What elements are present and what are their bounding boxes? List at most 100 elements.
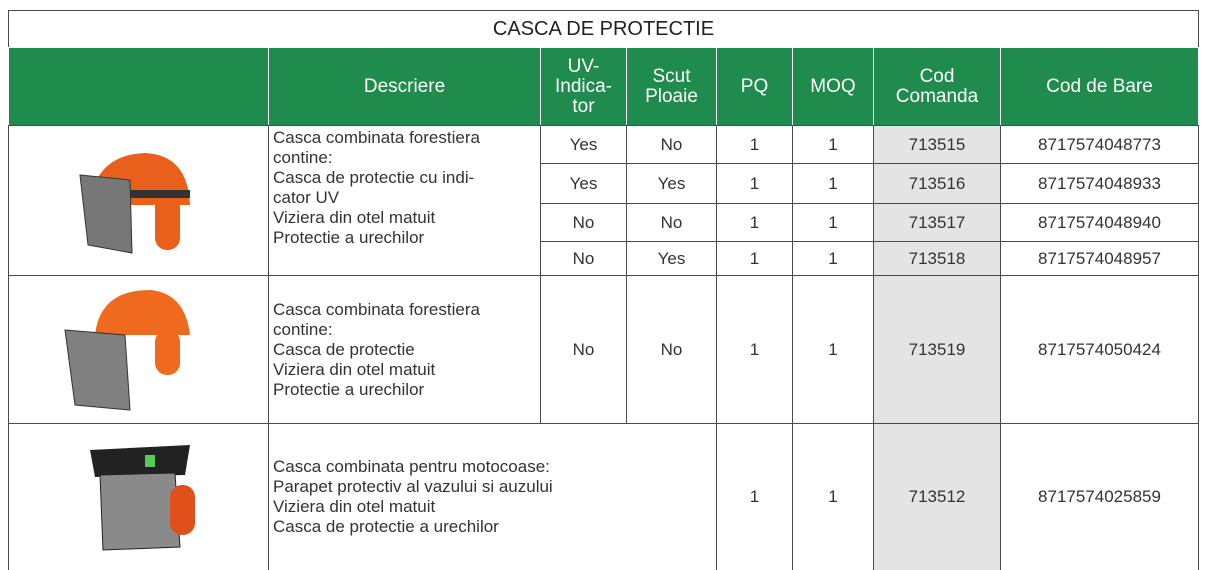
data-cell: 8717574048773 [1000,125,1199,164]
cell-text: No [572,248,595,268]
data-cell: 713517 [873,203,1001,242]
cell-text: No [572,212,595,232]
data-cell: 1 [792,163,874,204]
cell-text: 713518 [908,248,966,268]
data-cell: Yes [626,241,717,276]
cell-text: Casca combinata pentru motocoase: [273,457,550,476]
cell-text: PQ [740,75,769,97]
cell-text: No [660,212,683,232]
cell-text: 1 [749,173,760,193]
cell-text: 713517 [908,212,966,232]
cell-text: Yes [569,134,598,154]
cell-text: Protectie a urechilor [273,228,425,247]
cell-text: 1 [828,134,838,154]
cell-text: Comanda [895,85,979,107]
cell-text: UV- [567,55,600,77]
header-cell: PQ [716,47,793,126]
data-cell: Yes [540,163,627,204]
description-cell: Casca combinata forestiera contine: Casca … [268,125,541,276]
cell-text: Scut [652,65,691,87]
cell-text: 1 [828,212,838,232]
cell-text: Viziera din otel matuit [273,359,436,379]
data-cell: 1 [716,423,793,570]
cell-text: 713512 [908,487,966,506]
cell-text: 1 [749,487,760,506]
data-cell: 1 [792,275,874,424]
cell-text: 713516 [908,173,966,193]
cell-text: Yes [657,173,686,193]
data-cell: 8717574025859 [1000,423,1199,570]
cell-text: Casca de protectie a urechilor [273,517,499,536]
cell-text: 1 [828,248,838,268]
cell-text: Casca de protectie cu indi- [273,168,475,187]
cell-text: 713519 [908,339,966,359]
cell-text: 713515 [908,134,966,154]
cell-text: 8717574048933 [1038,173,1161,193]
cell-text: No [660,134,683,154]
cell-text: 1 [749,339,760,359]
data-cell: 8717574048940 [1000,203,1199,242]
cell-text: MOQ [810,75,856,97]
cell-text: Yes [569,173,598,193]
data-cell: 713516 [873,163,1001,204]
cell-text: 8717574050424 [1038,339,1161,359]
cell-text: Viziera din otel matuit [273,208,436,227]
data-cell: No [540,275,627,424]
cell-text: 8717574048957 [1038,248,1161,268]
description-cell: Casca combinata pentru motocoase: Parapet… [268,423,717,570]
cell-text: 1 [828,173,838,193]
data-cell: No [626,275,717,424]
header-cell: Cod Comanda [873,47,1001,126]
data-cell: 8717574050424 [1000,275,1199,424]
data-cell: Yes [540,125,627,164]
cell-text: No [572,339,595,359]
data-cell: No [626,203,717,242]
table-title: CASCA DE PROTECTIE [8,10,1199,48]
data-cell: 8717574048957 [1000,241,1199,276]
data-cell: 713512 [873,423,1001,570]
data-cell: 1 [716,203,793,242]
header-cell: Descriere [268,47,541,126]
data-cell: 1 [716,241,793,276]
cell-text: 8717574048940 [1038,212,1161,232]
helmet-image [64,290,190,411]
description-cell: Casca combinata forestiera contine: Casca … [268,275,541,424]
cell-text: Cod de Bare [1046,75,1153,97]
cell-text: 8717574048773 [1038,134,1161,154]
cell-text: CASCA DE PROTECTIE [492,18,715,40]
header-cell: Scut Ploaie [626,47,717,126]
cell-text: 1 [828,487,838,506]
cell-text: 1 [749,212,760,232]
cell-text: Cod [919,65,955,87]
cell-text: tor [572,95,595,117]
cell-text: Indica- [554,75,613,97]
helmet-image [79,153,190,254]
data-cell: No [626,125,717,164]
cell-text: 1 [749,248,760,268]
data-cell: 713515 [873,125,1001,164]
helmet-image [90,445,195,551]
cell-text: 8717574025859 [1038,487,1161,506]
data-cell: Yes [626,163,717,204]
data-cell: 1 [792,241,874,276]
cell-text: Yes [657,248,686,268]
cell-text: cator UV [273,188,340,207]
cell-text: 1 [828,339,838,359]
data-cell: 1 [792,423,874,570]
data-cell: 713518 [873,241,1001,276]
cell-text: No [660,339,683,359]
header-cell [8,47,269,126]
data-cell: 1 [792,203,874,242]
cell-text: Casca combinata forestiera [273,299,480,319]
data-cell: 1 [792,125,874,164]
cell-text: Parapet protectiv al vazului si auzului [273,477,553,496]
cell-text: Ploaie [645,85,698,107]
header-cell: Cod de Bare [1000,47,1199,126]
data-cell: 713519 [873,275,1001,424]
header-cell: UV- Indica-tor [540,47,627,126]
cell-text: Casca de protectie [273,339,415,359]
cell-text: Casca combinata forestiera [273,128,480,147]
cell-text: Protectie a urechilor [273,379,425,399]
cell-text: contine: [273,148,333,167]
